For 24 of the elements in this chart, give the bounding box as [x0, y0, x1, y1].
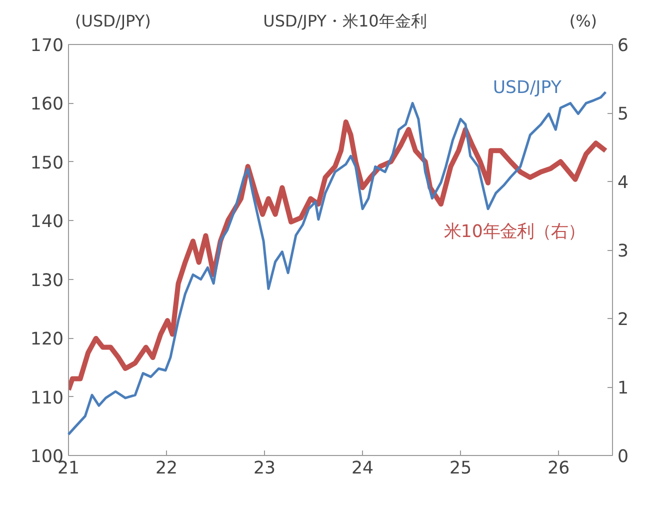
y-tick-label: 110: [30, 388, 64, 408]
y2-axis-title: (%): [569, 12, 598, 30]
series-label: 米10年金利（右）: [444, 222, 585, 242]
y-axis-title: (USD/JPY): [75, 12, 151, 30]
y2-tick-label: 3: [618, 242, 629, 262]
y2-tick-label: 4: [618, 173, 629, 193]
chart-title: USD/JPY・米10年金利: [263, 12, 427, 30]
x-tick-label: 22: [155, 458, 178, 478]
y2-tick-label: 5: [618, 104, 629, 124]
y2-tick-label: 2: [618, 310, 629, 330]
x-tick-label: 26: [548, 458, 570, 478]
x-tick-label: 23: [254, 458, 276, 478]
y2-tick-label: 0: [618, 447, 629, 467]
series-label: USD/JPY: [492, 78, 562, 98]
y2-tick-label: 1: [618, 378, 629, 398]
y-tick-label: 140: [30, 212, 64, 232]
y2-tick-label: 6: [618, 36, 629, 56]
y-tick-label: 170: [30, 36, 64, 56]
y-tick-label: 150: [30, 153, 64, 174]
x-tick-label: 24: [352, 458, 374, 478]
y-tick-label: 130: [30, 270, 64, 291]
x-tick-label: 25: [450, 458, 472, 478]
y-tick-label: 160: [30, 94, 64, 115]
y-tick-label: 120: [30, 330, 64, 350]
